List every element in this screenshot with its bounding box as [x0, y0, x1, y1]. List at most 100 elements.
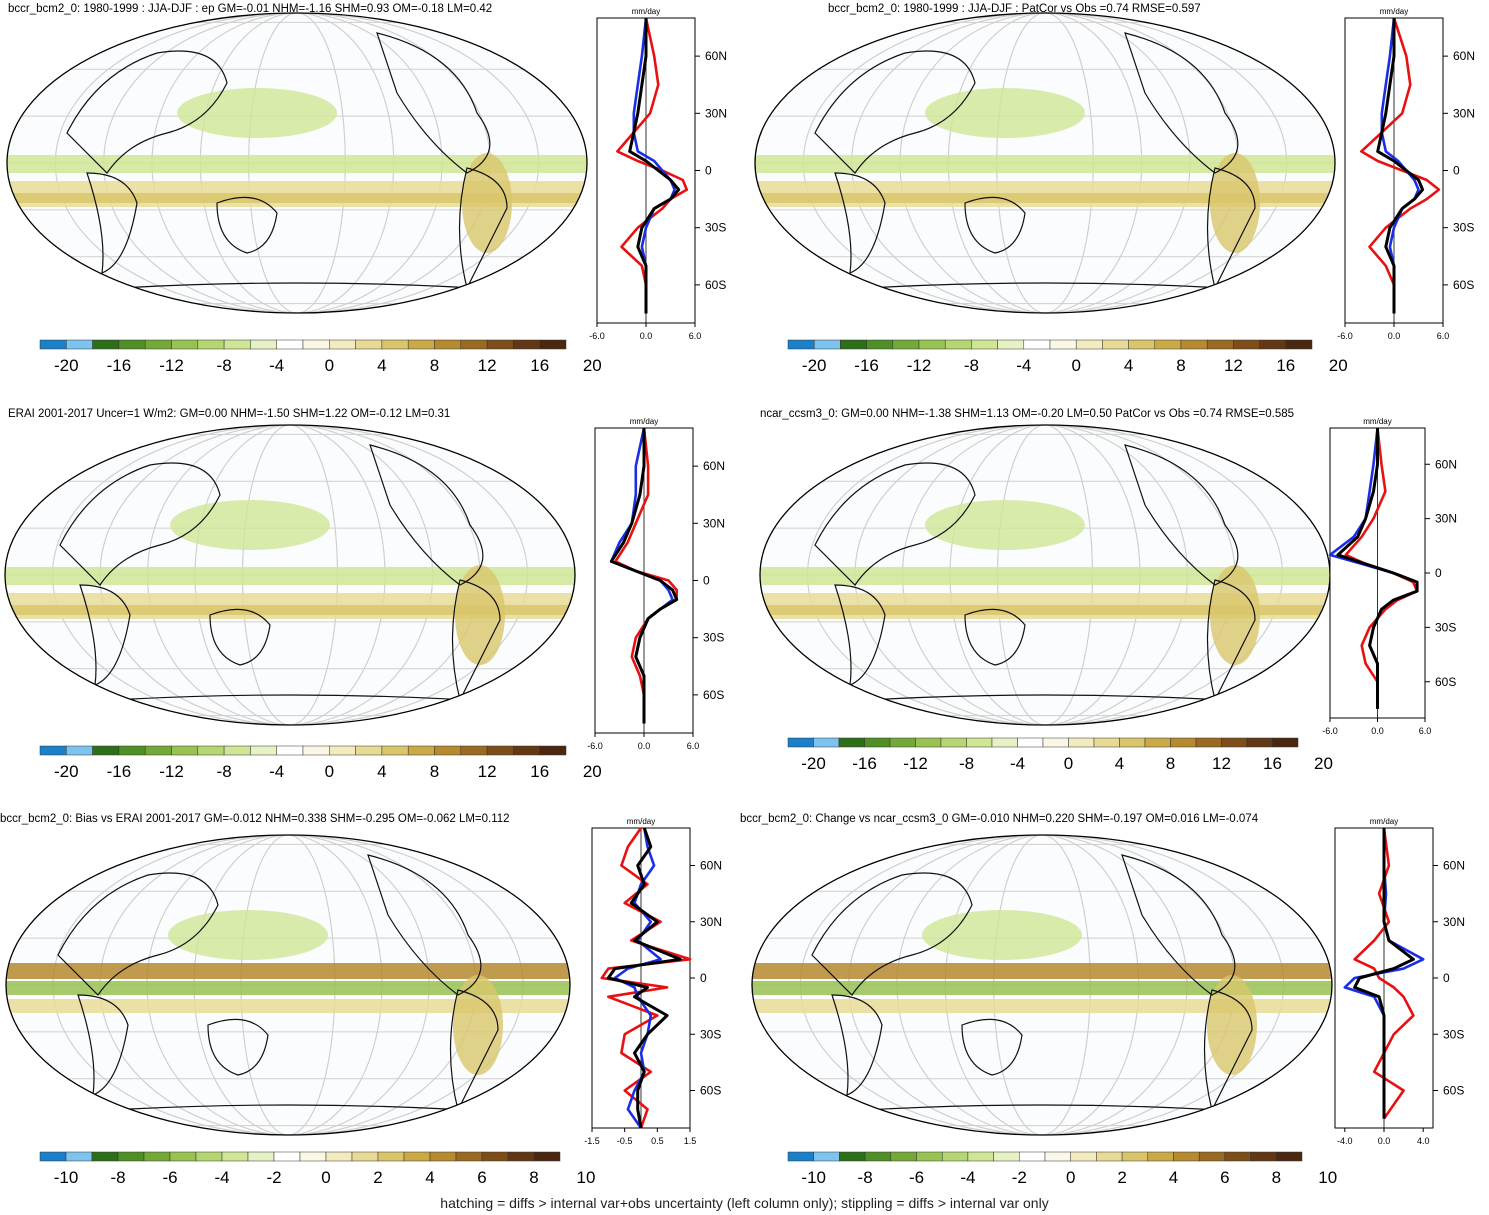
colorbar-swatch	[351, 1151, 379, 1162]
colorbar-swatch	[944, 339, 972, 350]
continent-outline	[814, 462, 976, 586]
colorbar-swatch	[92, 339, 120, 350]
lat-tick-label: 30S	[1453, 221, 1474, 235]
zonal-mean-plot: mm/day 60N 30N 0 30S 60S -4.0 0.0 4.0	[1334, 817, 1465, 1146]
zonal-unit-label: mm/day	[632, 7, 660, 16]
colorbar-swatch	[533, 1151, 561, 1162]
colorbar-swatch	[787, 1151, 814, 1162]
colorbar-tick-label: 12	[1212, 754, 1231, 773]
colorbar-swatch	[940, 737, 967, 748]
colorbar-tick-label: -8	[964, 356, 979, 375]
panel-title: bccr_bcm2_0: 1980-1999 : JJA-DJF : PatCo…	[828, 3, 1201, 15]
map-field	[6, 835, 570, 1135]
zonal-series-line	[616, 17, 689, 314]
lat-tick-label: 60S	[703, 688, 724, 702]
north-america-outline	[376, 32, 491, 174]
lat-tick-label: 30N	[703, 516, 725, 530]
lat-tick-label: 0	[1443, 971, 1450, 985]
lat-tick-label: 0	[1435, 566, 1442, 580]
colorbar-swatch	[1070, 1151, 1097, 1162]
colorbar-tick-label: 8	[430, 762, 439, 781]
colorbar-tick-label: 0	[325, 356, 334, 375]
colorbar-tick-label: -4	[960, 1168, 975, 1187]
colorbar-swatch	[39, 339, 67, 350]
colorbar: -10 -8 -6 -4 -2 0 2 4 6 8 10	[787, 1151, 1337, 1187]
colorbar-swatch	[1180, 339, 1208, 350]
colorbar-swatch	[1093, 737, 1120, 748]
continent-outline	[814, 50, 976, 174]
colorbar-tick-label: -20	[801, 754, 826, 773]
lat-tick-label: 30S	[703, 631, 724, 645]
colorbar-swatch	[250, 745, 277, 756]
lat-tick-label: 30N	[1435, 512, 1457, 526]
lat-tick-label: 0	[705, 164, 712, 178]
colorbar-swatch	[513, 339, 540, 350]
colorbar-swatch	[1170, 737, 1197, 748]
colorbar-tick-label: 20	[583, 762, 602, 781]
colorbar-swatch	[39, 1151, 67, 1162]
x-tick-label: -0.5	[617, 1136, 633, 1146]
x-tick-label: 0.0	[1371, 726, 1384, 736]
colorbar-swatch	[381, 745, 409, 756]
colorbar-swatch	[169, 1151, 197, 1162]
colorbar-swatch	[197, 745, 225, 756]
colorbar-swatch	[1019, 1151, 1046, 1162]
map-border	[4, 424, 576, 726]
lat-tick-label: 60S	[700, 1084, 721, 1098]
africa-outline	[834, 584, 886, 686]
colorbar-swatch	[302, 339, 330, 350]
x-tick-label: 0.0	[638, 741, 651, 751]
colorbar-tick-label: 0	[325, 762, 334, 781]
colorbar-swatch	[1121, 1151, 1149, 1162]
panel-title: bccr_bcm2_0: 1980-1999 : JJA-DJF : ep GM…	[8, 3, 492, 15]
colorbar-swatch	[325, 1151, 353, 1162]
colorbar-swatch	[991, 737, 1018, 748]
colorbar-swatch	[507, 1151, 535, 1162]
zonal-series-line	[1380, 17, 1420, 314]
colorbar-swatch	[1049, 339, 1077, 350]
colorbar-tick-label: -20	[802, 356, 827, 375]
pacific-anomaly	[922, 910, 1082, 960]
colorbar-tick-label: 4	[377, 356, 386, 375]
map-field	[752, 835, 1332, 1135]
lat-tick-label: 60S	[1443, 1084, 1464, 1098]
colorbar-swatch	[171, 745, 199, 756]
colorbar-tick-label: 4	[425, 1168, 434, 1187]
colorbar-tick-label: -12	[903, 754, 928, 773]
south-america-outline	[1206, 167, 1256, 290]
colorbar-tick-label: -4	[269, 762, 284, 781]
colorbar-swatch	[276, 339, 304, 350]
colorbar-tick-label: 16	[530, 762, 549, 781]
colorbar-swatch	[1096, 1151, 1123, 1162]
colorbar-tick-label: -12	[159, 762, 184, 781]
colorbar-swatch	[539, 745, 567, 756]
north-america-outline	[1121, 854, 1236, 996]
colorbar-tick-label: 12	[478, 762, 497, 781]
colorbar-swatch	[866, 339, 894, 350]
colorbar-swatch	[1246, 737, 1273, 748]
north-america-outline	[1124, 32, 1239, 174]
x-tick-label: 6.0	[1437, 331, 1450, 341]
colorbar-swatch	[993, 1151, 1020, 1162]
colorbar-swatch	[66, 745, 93, 756]
colorbar-tick-label: 10	[577, 1168, 596, 1187]
colorbar-swatch	[1224, 1151, 1251, 1162]
colorbar-tick-label: 16	[530, 356, 549, 375]
colorbar-swatch	[1250, 1151, 1277, 1162]
x-tick-label: -4.0	[1337, 1136, 1353, 1146]
panel-3: ERAI 2001-2017 Uncer=1 W/m2: GM=0.00 NHM…	[4, 408, 725, 781]
colorbar-tick-label: 8	[529, 1168, 538, 1187]
colorbar-swatch	[1221, 737, 1248, 748]
colorbar-swatch	[195, 1151, 223, 1162]
tropical-band	[6, 963, 570, 979]
panel-6: bccr_bcm2_0: Change vs ncar_ccsm3_0 GM=-…	[740, 813, 1465, 1187]
colorbar-swatch	[221, 1151, 249, 1162]
colorbar-tick-label: -8	[959, 754, 974, 773]
colorbar: -20 -16 -12 -8 -4 0 4 8 12 16 20	[787, 339, 1348, 375]
zonal-mean-plot: mm/day 60N 30N 0 30S 60S -6.0 0.0 6.0	[589, 7, 727, 341]
colorbar-swatch	[65, 1151, 93, 1162]
south-america-anomaly	[1210, 153, 1260, 253]
colorbar-swatch	[813, 1151, 840, 1162]
south-america-outline	[458, 167, 508, 290]
panel-5: bccr_bcm2_0: Bias vs ERAI 2001-2017 GM=-…	[0, 813, 722, 1187]
